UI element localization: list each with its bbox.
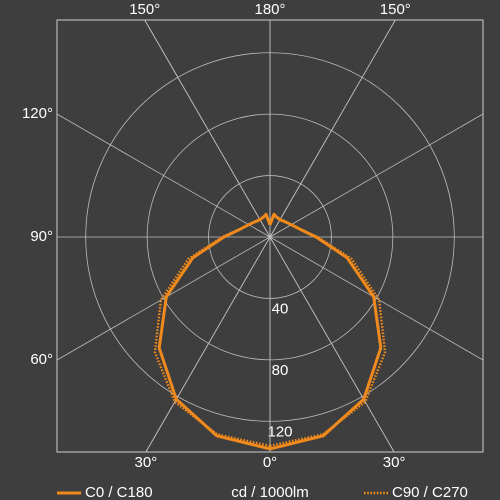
spoke [269, 236, 395, 453]
spoke [145, 236, 271, 453]
legend-label: C90 / C270 [392, 484, 468, 500]
angle-label: 150° [380, 1, 411, 18]
spoke [269, 113, 484, 238]
angle-label: 180° [254, 1, 285, 18]
r-tick-label: 120 [267, 423, 292, 440]
spoke [269, 19, 396, 238]
spoke [144, 19, 271, 238]
curve [157, 212, 272, 451]
angle-label: 0° [263, 454, 277, 471]
angle-label: 150° [129, 1, 160, 18]
spoke [269, 236, 484, 361]
curve [268, 212, 383, 451]
legend-label: C0 / C180 [85, 484, 153, 500]
angle-label: 90° [30, 228, 53, 245]
r-tick-label: 40 [272, 300, 289, 317]
angle-label: 60° [30, 351, 53, 368]
curve [268, 213, 387, 448]
curve [153, 213, 272, 448]
spoke [56, 113, 271, 238]
angle-label: 120° [22, 105, 53, 122]
unit-label: cd / 1000lm [231, 484, 309, 500]
angle-label: 30° [383, 454, 406, 471]
r-tick-label: 80 [272, 362, 289, 379]
angle-label: 30° [135, 454, 158, 471]
spoke [56, 236, 271, 361]
